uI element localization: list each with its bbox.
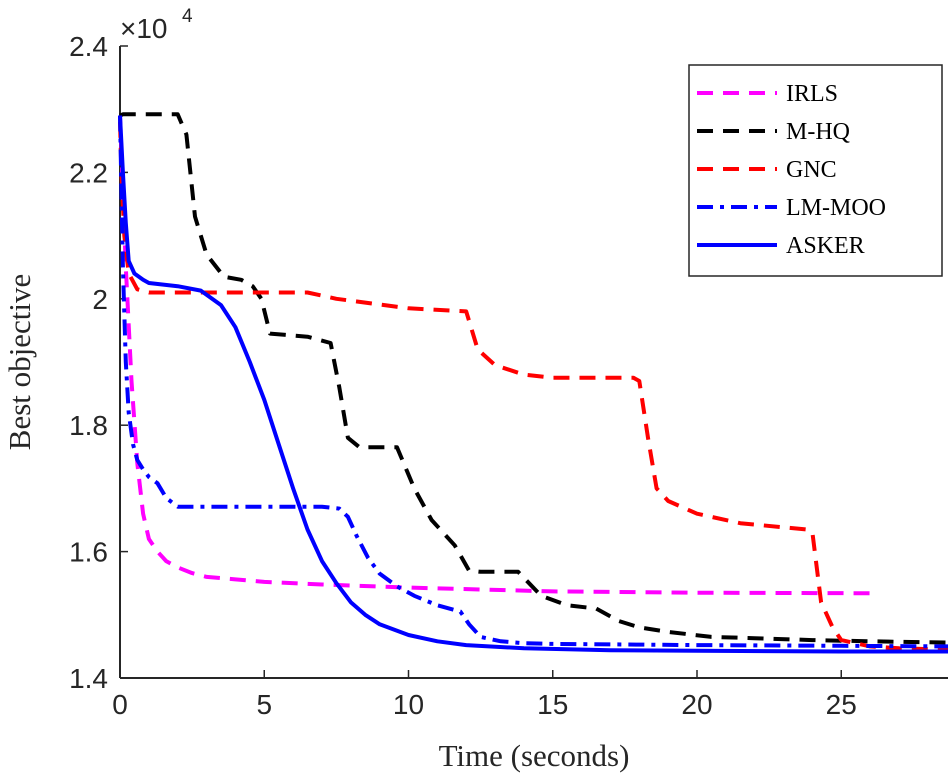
legend: IRLS M-HQ GNC LM-MOO ASKER: [688, 64, 943, 277]
y-tick-label: 1.6: [69, 537, 108, 568]
x-tick-label: 10: [393, 689, 424, 720]
legend-label-m-hq: M-HQ: [786, 119, 850, 145]
series-line-gnc: [118, 121, 949, 652]
legend-label-gnc: GNC: [786, 157, 837, 183]
y-tick-label: 2.2: [69, 157, 108, 188]
y-tick-label: 2.4: [69, 31, 108, 62]
y-tick-label: 2: [92, 284, 108, 315]
x-tick-label: 5: [256, 689, 272, 720]
x-tick-label: 0: [112, 689, 128, 720]
x-tick-label: 25: [826, 689, 857, 720]
series-line-m-hq: [119, 112, 949, 645]
x-tick-label: 20: [681, 689, 712, 720]
y-tick-label: 1.4: [69, 663, 108, 694]
y-exponent-base: ×10: [120, 13, 168, 44]
series-line-asker: [118, 115, 948, 654]
legend-label-asker: ASKER: [786, 233, 865, 259]
y-tick-label: 1.8: [69, 410, 108, 441]
y-axis-title: Best objective: [2, 274, 37, 450]
series-line-irls: [118, 115, 879, 596]
legend-label-lm-moo: LM-MOO: [786, 195, 886, 221]
series-group: [118, 112, 949, 654]
y-exponent-power: 4: [182, 6, 193, 27]
x-ticks: 0 5 10 15 20 25: [112, 670, 857, 720]
y-ticks: 1.4 1.6 1.8 2 2.2 2.4: [69, 31, 128, 694]
x-axis-title: Time (seconds): [439, 738, 630, 773]
x-tick-label: 15: [537, 689, 568, 720]
series-line-lm-moo: [118, 115, 949, 649]
legend-label-irls: IRLS: [786, 81, 838, 107]
